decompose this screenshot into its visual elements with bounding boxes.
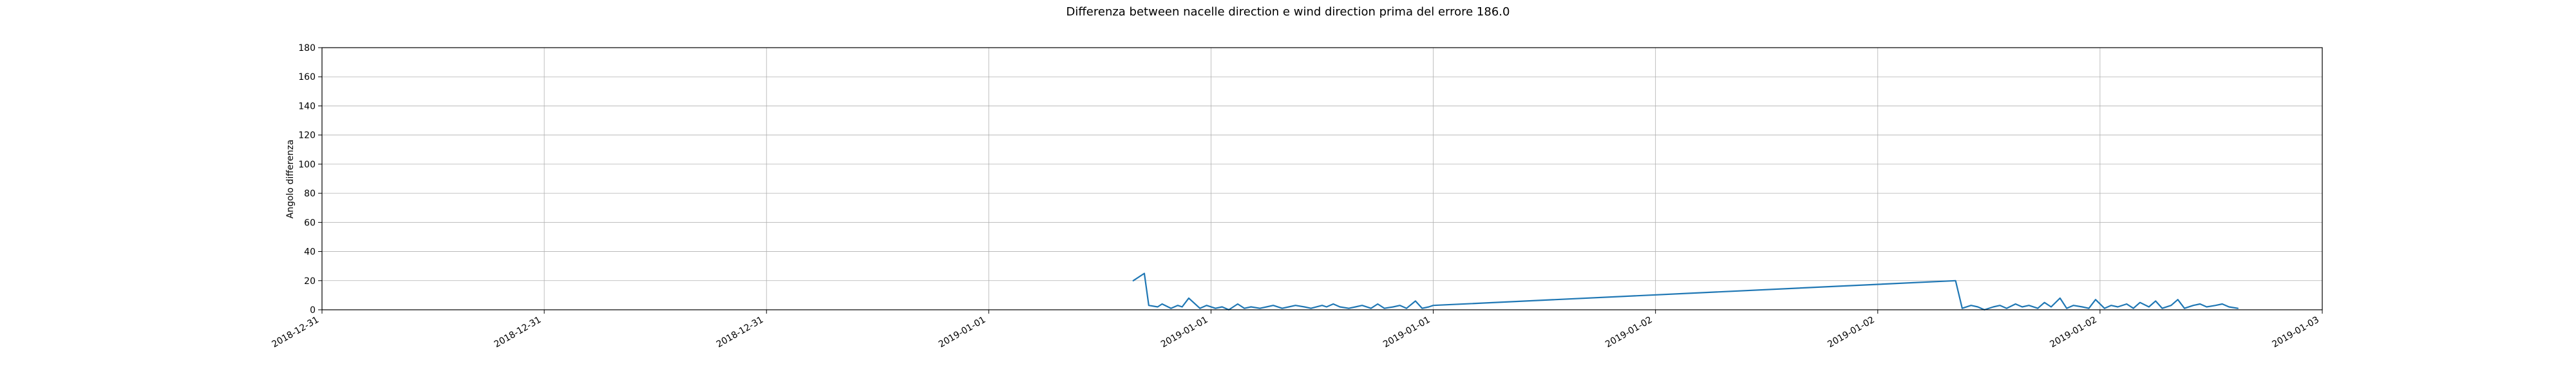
grid-layer <box>321 47 2323 310</box>
y-tick-label: 80 <box>304 189 316 199</box>
plot-frame <box>321 47 2323 310</box>
y-tick-label: 20 <box>304 276 316 287</box>
y-tick-label: 60 <box>304 218 316 228</box>
y-axis-label: Angolo differenza <box>285 140 296 219</box>
series-line <box>1132 272 2239 311</box>
y-tick-label: 40 <box>304 247 316 258</box>
x-tick-label: 2019-01-03 <box>2271 315 2321 350</box>
x-tick-label: 2018-12-31 <box>493 315 543 350</box>
y-tick-label: 140 <box>298 101 316 111</box>
x-tick-label: 2019-01-02 <box>1604 315 1654 350</box>
y-tick-label: 180 <box>298 43 316 53</box>
series-layer <box>1132 272 2239 311</box>
y-tick-label: 120 <box>298 131 316 141</box>
x-tick-label: 2019-01-01 <box>937 315 987 350</box>
x-tick-label: 2019-01-02 <box>1826 315 1876 350</box>
x-tick-label: 2018-12-31 <box>270 315 321 350</box>
x-tick-label: 2018-12-31 <box>715 315 765 350</box>
x-tick-label: 2019-01-02 <box>2048 315 2098 350</box>
y-tick-label: 160 <box>298 72 316 82</box>
y-tick-label: 100 <box>298 160 316 170</box>
x-tick-label: 2019-01-01 <box>1159 315 1209 350</box>
x-tick-label: 2019-01-01 <box>1381 315 1432 350</box>
y-tick-label: 0 <box>310 305 316 316</box>
chart-title: Differenza between nacelle direction e w… <box>1066 5 1510 19</box>
